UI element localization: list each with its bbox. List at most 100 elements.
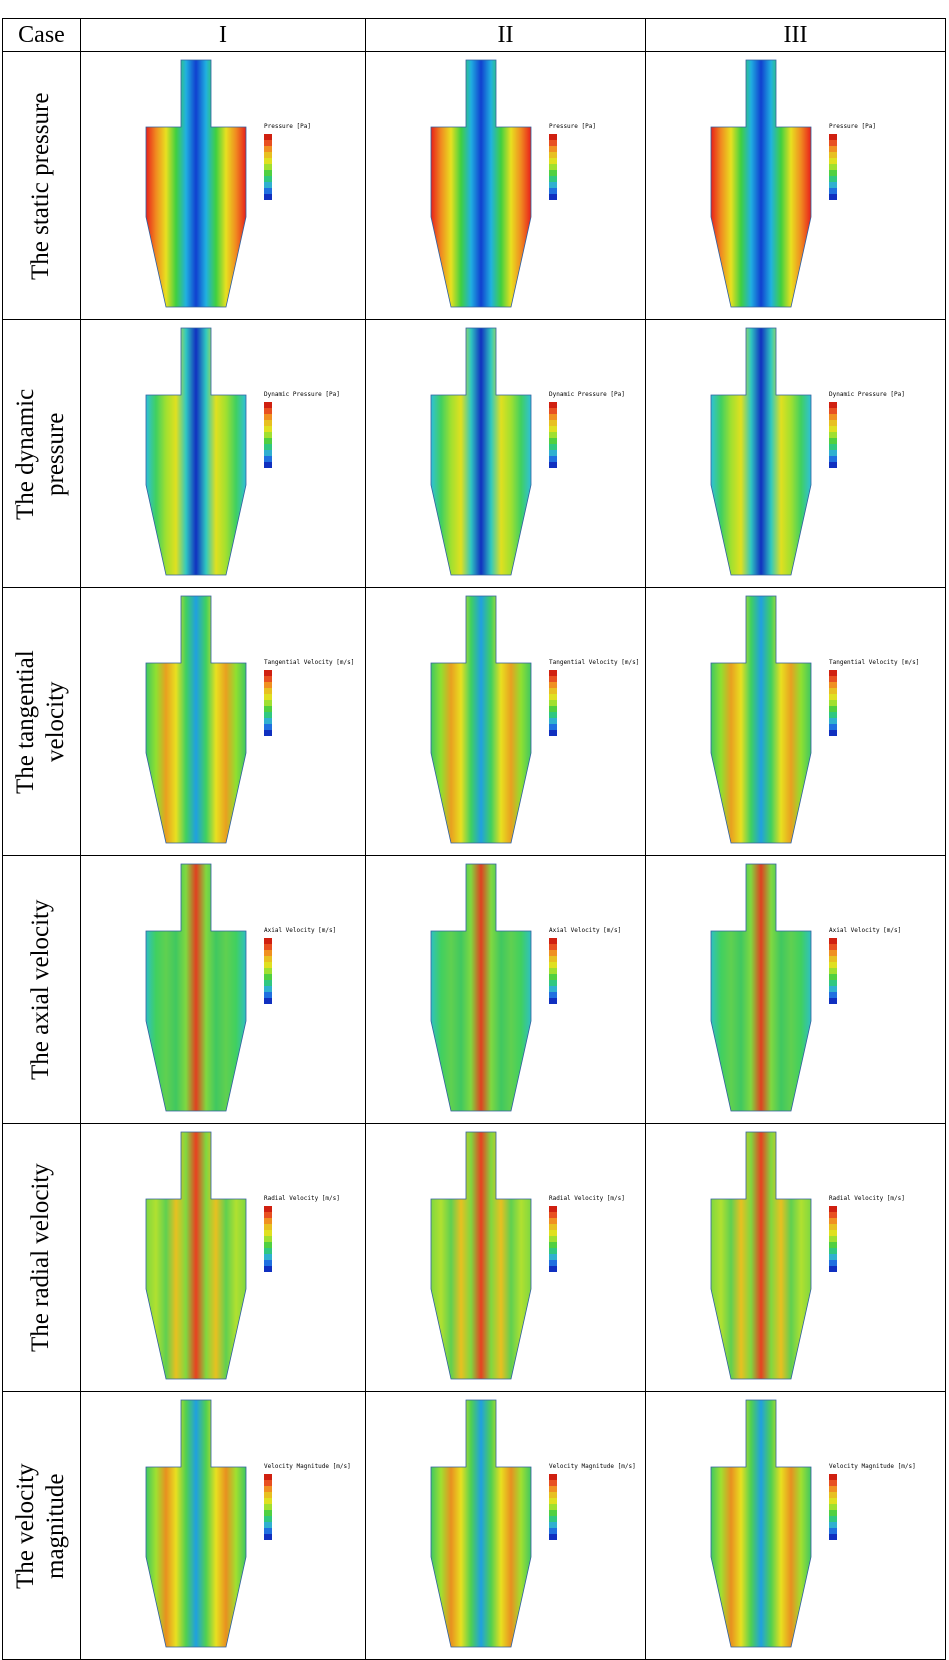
colorbar-swatch [549, 140, 557, 146]
colorbar-swatch [549, 450, 557, 456]
colorbar-swatch [549, 456, 557, 462]
colorbar-swatch [549, 188, 557, 194]
colorbar-swatch [829, 1528, 837, 1534]
colorbar-swatch [829, 1474, 837, 1480]
contour-plot: Tangential Velocity [m/s] [145, 595, 354, 844]
colorbar-swatch [829, 676, 837, 682]
cyclone-shape [145, 863, 247, 1112]
contour-plot: Dynamic Pressure [Pa] [430, 327, 625, 576]
colorbar-swatch [264, 944, 272, 950]
colorbar-swatch [264, 962, 272, 968]
colorbar-swatch [549, 1510, 557, 1516]
colorbar-swatch [829, 462, 837, 468]
colorbar-swatch [549, 158, 557, 164]
colorbar-swatch [264, 152, 272, 158]
row-label-line: The radial velocity [27, 1163, 54, 1352]
contour-plot: Velocity Magnitude [m/s] [430, 1399, 636, 1648]
legend-title: Pressure [Pa] [264, 123, 311, 130]
contour-cell: Velocity Magnitude [m/s] [365, 1391, 646, 1660]
contour-plot: Axial Velocity [m/s] [430, 863, 621, 1112]
colorbar-swatch [549, 992, 557, 998]
colorbar-swatch [549, 670, 557, 676]
colorbar-swatch [829, 432, 837, 438]
colorbar-swatch [264, 1504, 272, 1510]
colorbar-swatch [829, 408, 837, 414]
colorbar-swatch [549, 152, 557, 158]
colorbar-swatch [829, 986, 837, 992]
colorbar-swatch [264, 986, 272, 992]
colorbar-swatch [264, 456, 272, 462]
contour-cell: Radial Velocity [m/s] [645, 1123, 946, 1392]
colorbar-swatch [829, 146, 837, 152]
colorbar-swatch [264, 444, 272, 450]
cyclone-shape [710, 327, 812, 576]
row-label-line: The velocity [12, 1462, 39, 1589]
contour-plot: Tangential Velocity [m/s] [710, 595, 919, 844]
colorbar-swatch [829, 188, 837, 194]
colorbar-swatch [829, 140, 837, 146]
colorbar-swatch [549, 1516, 557, 1522]
colorbar-swatch [549, 986, 557, 992]
colorbar-swatch [829, 1260, 837, 1266]
colorbar-swatch [264, 450, 272, 456]
contour-plot: Dynamic Pressure [Pa] [145, 327, 340, 576]
contour-plot: Radial Velocity [m/s] [430, 1131, 625, 1380]
colorbar-swatch [829, 402, 837, 408]
colorbar-swatch [549, 1522, 557, 1528]
colorbar-swatch [264, 432, 272, 438]
colorbar-swatch [549, 408, 557, 414]
row-label-line: The axial velocity [27, 899, 54, 1080]
colorbar-swatch [264, 1248, 272, 1254]
cyclone-shape [430, 863, 532, 1112]
colorbar-swatch [264, 462, 272, 468]
colorbar-swatch [549, 676, 557, 682]
cyclone-shape [145, 1131, 247, 1380]
colorbar-swatch [829, 998, 837, 1004]
colorbar-swatch [264, 402, 272, 408]
colorbar-swatch [264, 140, 272, 146]
colorbar-swatch [829, 182, 837, 188]
row-label-cell: The axial velocity [2, 855, 81, 1124]
colorbar-swatch [549, 438, 557, 444]
cyclone-shape [145, 59, 247, 308]
colorbar-swatch [829, 1504, 837, 1510]
colorbar-swatch [549, 194, 557, 200]
colorbar-swatch [264, 414, 272, 420]
colorbar-swatch [829, 456, 837, 462]
contour-plot: Axial Velocity [m/s] [710, 863, 901, 1112]
colorbar-swatch [549, 1492, 557, 1498]
colorbar-swatch [549, 170, 557, 176]
legend-title: Dynamic Pressure [Pa] [549, 391, 625, 398]
colorbar-swatch [549, 164, 557, 170]
row-label-cell: The velocity magnitude [2, 1391, 81, 1660]
legend-title: Radial Velocity [m/s] [549, 1195, 625, 1202]
colorbar-swatch [829, 1230, 837, 1236]
colorbar-swatch [829, 1248, 837, 1254]
header-row: Case I II III [2, 18, 946, 52]
colorbar-swatch [264, 956, 272, 962]
colorbar-swatch [829, 420, 837, 426]
colorbar-swatch [829, 712, 837, 718]
colorbar-swatch [549, 1236, 557, 1242]
colorbar-swatch [264, 1522, 272, 1528]
colorbar-swatch [549, 414, 557, 420]
colorbar-swatch [264, 712, 272, 718]
legend-title: Axial Velocity [m/s] [829, 927, 901, 934]
colorbar-swatch [549, 1474, 557, 1480]
contour-plot: Pressure [Pa] [710, 59, 876, 308]
contour-cell: Dynamic Pressure [Pa] [80, 319, 366, 588]
colorbar-swatch [549, 432, 557, 438]
colorbar-swatch [829, 1242, 837, 1248]
cyclone-shape [710, 595, 812, 844]
header-cell: I [80, 18, 366, 52]
colorbar-swatch [829, 962, 837, 968]
legend-title: Radial Velocity [m/s] [264, 1195, 340, 1202]
colorbar-swatch [264, 688, 272, 694]
colorbar-swatch [264, 938, 272, 944]
legend-title: Radial Velocity [m/s] [829, 1195, 905, 1202]
colorbar-swatch [264, 730, 272, 736]
contour-cell: Velocity Magnitude [m/s] [80, 1391, 366, 1660]
contour-cell: Dynamic Pressure [Pa] [645, 319, 946, 588]
colorbar-swatch [264, 1516, 272, 1522]
colorbar-swatch [829, 1534, 837, 1540]
